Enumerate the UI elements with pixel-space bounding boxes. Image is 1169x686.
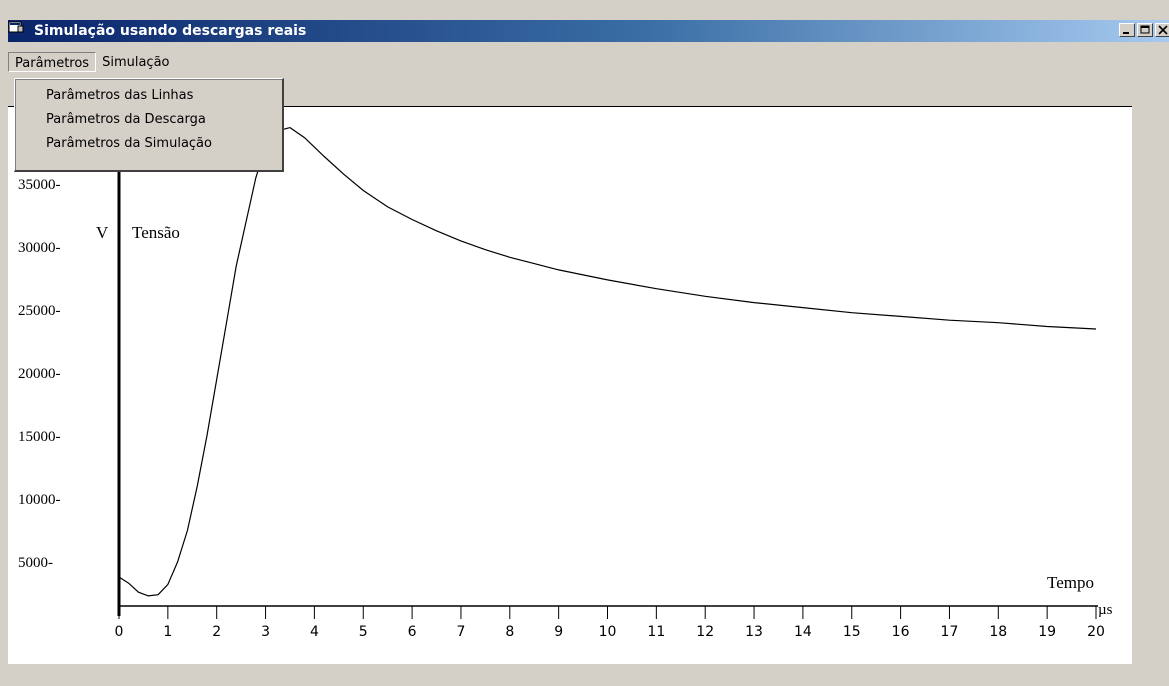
menu-parametros[interactable]: Parâmetros bbox=[8, 52, 97, 72]
y-tick-label: 5000- bbox=[18, 555, 53, 571]
x-tick-label: 18 bbox=[989, 624, 1007, 640]
app-icon bbox=[8, 21, 28, 38]
x-ticks: 0 1 2 3 4 5 6 7 8 9 10 11 12 13 14 15 16 17 18 19 20 bbox=[115, 606, 1105, 640]
minimize-icon bbox=[1123, 32, 1129, 34]
parametros-dropdown: Parâmetros das Linhas Parâmetros da Desc… bbox=[14, 78, 284, 172]
x-tick-label: 8 bbox=[505, 624, 514, 640]
window-title: Simulação usando descargas reais bbox=[34, 23, 307, 39]
x-tick-label: 1 bbox=[163, 624, 172, 640]
menu-item-parametros-descarga[interactable]: Parâmetros da Descarga bbox=[46, 112, 206, 127]
x-tick-label: 13 bbox=[745, 624, 763, 640]
close-button[interactable] bbox=[1155, 23, 1169, 37]
menu-item-parametros-linhas[interactable]: Parâmetros das Linhas bbox=[46, 88, 194, 103]
y-axis-label: Tensão bbox=[132, 223, 180, 242]
x-tick-label: 7 bbox=[456, 624, 465, 640]
y-ticks: 5000- 10000- 15000- 20000- 25000- 30000- 35000… bbox=[18, 177, 61, 571]
x-tick-label: 19 bbox=[1038, 624, 1056, 640]
y-tick-label: 30000- bbox=[18, 240, 61, 256]
plot-area: 5000- 10000- 15000- 20000- 25000- 30000- 35000… bbox=[8, 106, 1132, 664]
x-tick-label: 6 bbox=[408, 624, 417, 640]
close-icon bbox=[1158, 25, 1168, 35]
x-tick-label: 16 bbox=[892, 624, 910, 640]
menu-bar: Parâmetros Simulação bbox=[8, 50, 1169, 74]
x-axis-unit: µs bbox=[1098, 602, 1113, 618]
x-tick-label: 10 bbox=[599, 624, 617, 640]
x-tick-label: 11 bbox=[647, 624, 665, 640]
voltage-chart: 5000- 10000- 15000- 20000- 25000- 30000- 35000… bbox=[18, 126, 1113, 640]
voltage-curve bbox=[118, 126, 1097, 597]
chart-axes bbox=[117, 147, 1098, 616]
maximize-button[interactable] bbox=[1137, 23, 1153, 37]
x-tick-label: 2 bbox=[212, 624, 221, 640]
y-tick-label: 10000- bbox=[18, 492, 61, 508]
y-tick-label: 15000- bbox=[18, 429, 61, 445]
x-tick-label: 20 bbox=[1087, 624, 1105, 640]
x-tick-label: 9 bbox=[554, 624, 563, 640]
x-axis-label: Tempo bbox=[1047, 573, 1094, 592]
x-tick-label: 4 bbox=[310, 624, 319, 640]
x-tick-label: 0 bbox=[115, 624, 124, 640]
x-tick-label: 5 bbox=[359, 624, 368, 640]
x-tick-label: 15 bbox=[843, 624, 861, 640]
y-tick-label: 25000- bbox=[18, 303, 61, 319]
x-tick-label: 12 bbox=[696, 624, 714, 640]
window-titlebar[interactable]: Simulação usando descargas reais bbox=[8, 20, 1169, 42]
y-tick-label: 35000- bbox=[18, 177, 61, 193]
y-tick-label: 20000- bbox=[18, 366, 61, 382]
x-tick-label: 14 bbox=[794, 624, 812, 640]
x-tick-label: 17 bbox=[941, 624, 959, 640]
minimize-button[interactable] bbox=[1119, 23, 1135, 37]
y-axis-unit: V bbox=[96, 223, 109, 242]
menu-simulacao[interactable]: Simulação bbox=[102, 55, 170, 70]
menu-item-parametros-simulacao[interactable]: Parâmetros da Simulação bbox=[46, 136, 212, 151]
maximize-icon bbox=[1140, 25, 1150, 34]
x-tick-label: 3 bbox=[261, 624, 270, 640]
